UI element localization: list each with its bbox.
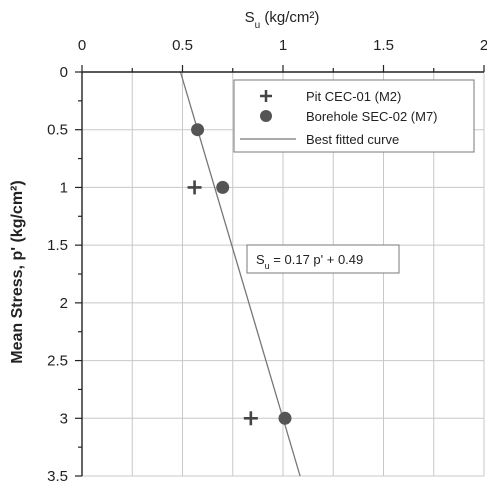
legend-label-borehole: Borehole SEC-02 (M7) bbox=[306, 109, 438, 124]
y-tick-label: 3 bbox=[60, 410, 68, 427]
equation-box bbox=[246, 244, 400, 274]
fit-line-layer bbox=[179, 71, 301, 477]
x-axis-title: Su (kg/cm²) bbox=[245, 9, 320, 31]
point-circle bbox=[278, 411, 292, 425]
x-tick-label: 2 bbox=[480, 37, 487, 54]
y-tick-label: 1.5 bbox=[47, 237, 68, 254]
x-tick-label: 0.5 bbox=[172, 37, 193, 54]
x-tick-label: 1 bbox=[279, 37, 287, 54]
legend-marker-plus bbox=[260, 90, 272, 102]
y-tick-label: 0 bbox=[60, 64, 68, 81]
y-tick-label: 1 bbox=[60, 179, 68, 196]
y-tick-label: 0.5 bbox=[47, 122, 68, 139]
point-plus bbox=[187, 180, 202, 195]
x-tick-label: 1.5 bbox=[373, 37, 394, 54]
y-tick-label: 2 bbox=[60, 295, 68, 312]
fit-line bbox=[179, 71, 301, 477]
y-tick-label: 3.5 bbox=[47, 468, 68, 485]
legend: Pit CEC-01 (M2) Borehole SEC-02 (M7) Bes… bbox=[233, 79, 475, 153]
legend-label-fit: Best fitted curve bbox=[306, 132, 399, 147]
y-axis-title: Mean Stress, p' (kg/cm²) bbox=[9, 180, 26, 363]
data-points bbox=[187, 123, 292, 426]
point-circle bbox=[216, 180, 230, 194]
axis-lines bbox=[81, 71, 484, 476]
legend-box bbox=[233, 79, 475, 153]
legend-label-pit: Pit CEC-01 (M2) bbox=[306, 89, 401, 104]
equation-annotation: Su = 0.17 p' + 0.49 bbox=[246, 244, 400, 274]
tick-labels: 0 0.5 1 1.5 2 0 0.5 1 1.5 2 2.5 3 3.5 bbox=[47, 37, 487, 485]
x-tick-label: 0 bbox=[78, 37, 86, 54]
equation-text: Su = 0.17 p' + 0.49 bbox=[256, 252, 363, 271]
point-circle bbox=[191, 123, 205, 137]
point-plus bbox=[243, 411, 258, 426]
y-tick-label: 2.5 bbox=[47, 353, 68, 370]
legend-marker-circle bbox=[260, 110, 272, 122]
